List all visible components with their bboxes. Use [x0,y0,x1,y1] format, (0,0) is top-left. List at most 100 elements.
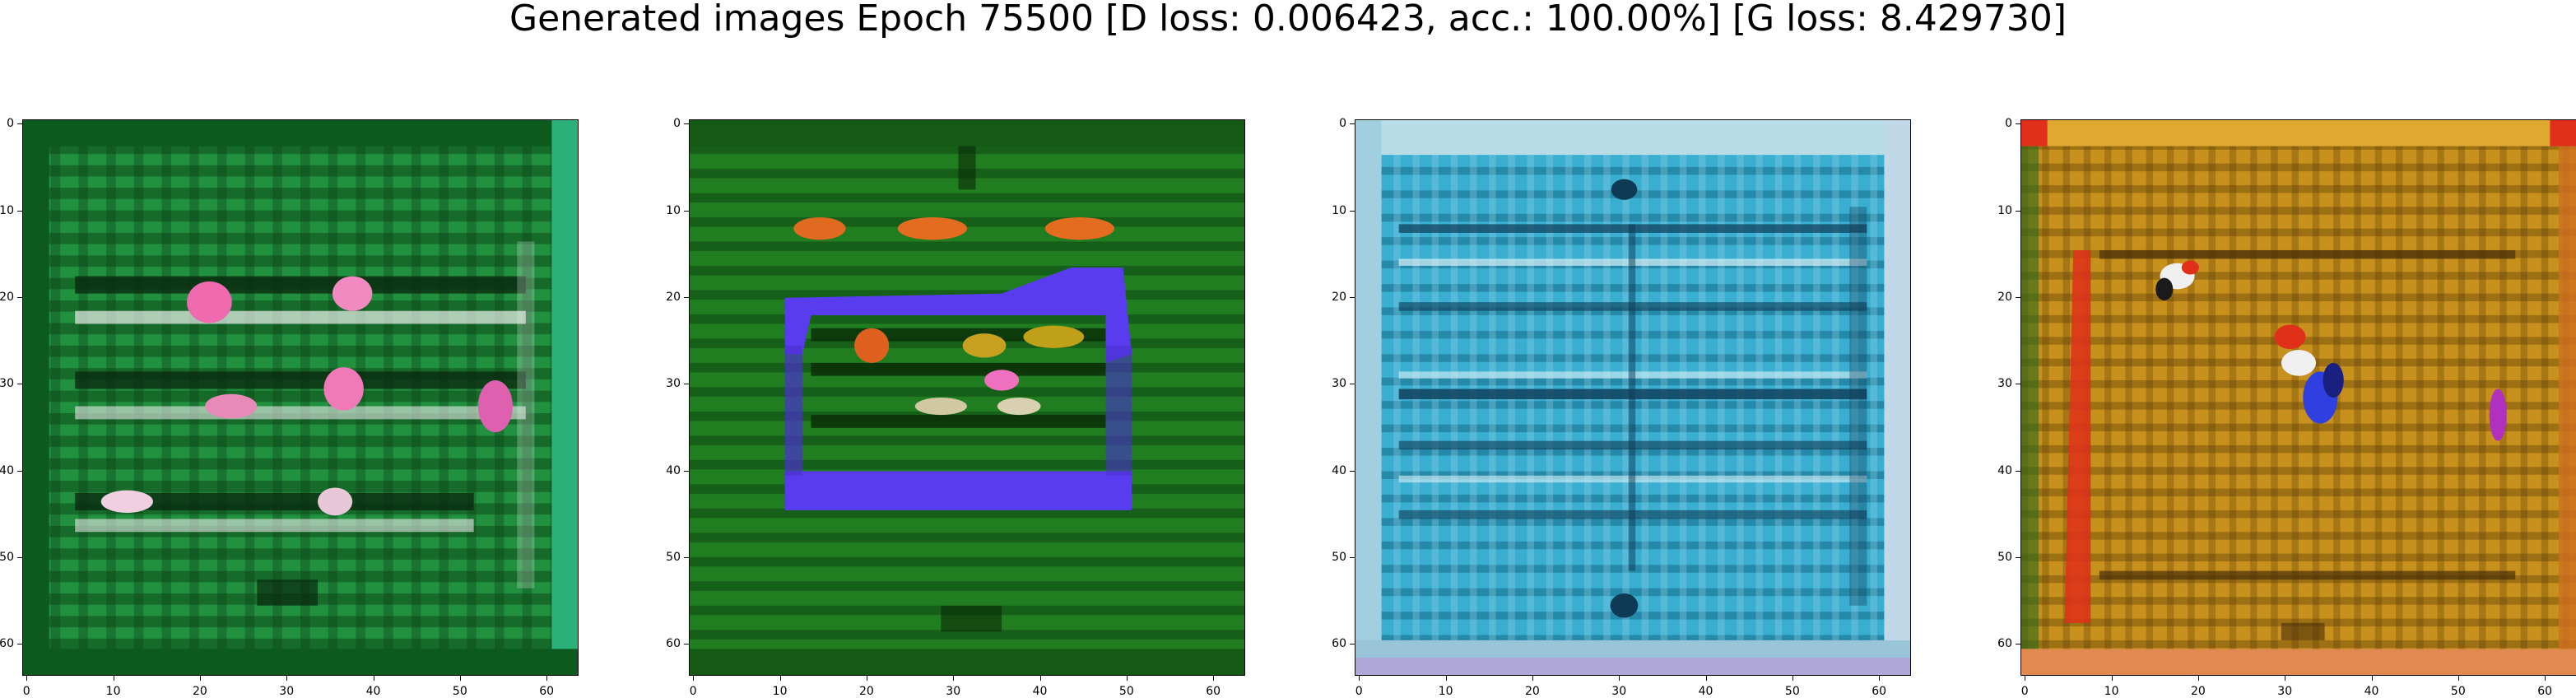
x-tick-label: 10 [772,685,788,698]
y-tick-label: 10 [1332,203,1346,217]
x-tick-label: 0 [1355,685,1363,698]
y-tick-mark [684,123,689,125]
x-tick-mark [286,676,288,681]
x-tick-label: 10 [2104,685,2119,698]
y-tick-mark [17,210,22,212]
y-tick-label: 40 [666,463,681,477]
y-tick-label: 50 [666,550,681,564]
x-tick-mark [1445,676,1447,681]
y-tick-label: 60 [0,637,14,651]
y-tick-label: 30 [666,377,681,391]
x-tick-label: 20 [858,685,874,698]
x-tick-mark [2111,676,2113,681]
y-tick-mark [2016,123,2020,125]
generated-image-3 [1355,119,1911,676]
x-tick-label: 20 [1524,685,1540,698]
y-tick-mark [684,296,689,298]
image-panel-1: 0 10 20 30 40 50 60 0 10 20 30 40 50 60 [0,118,579,697]
y-tick-label: 0 [2005,117,2012,131]
x-tick-mark [2197,676,2199,681]
x-tick-mark [1039,676,1041,681]
y-tick-mark [2016,556,2020,558]
x-tick-mark [199,676,201,681]
y-tick-label: 0 [1339,117,1346,131]
x-tick-mark [1126,676,1128,681]
x-tick-label: 60 [2537,685,2553,698]
y-tick-label: 40 [1332,463,1346,477]
y-tick-label: 30 [0,377,14,391]
y-tick-mark [1350,210,1355,212]
x-tick-label: 40 [1032,685,1048,698]
y-tick-label: 20 [0,290,14,304]
x-tick-mark [1532,676,1533,681]
x-tick-mark [546,676,548,681]
x-tick-mark [1705,676,1707,681]
x-tick-mark [693,676,695,681]
x-tick-label: 20 [192,685,207,698]
x-tick-label: 60 [1872,685,1887,698]
y-tick-label: 0 [7,117,14,131]
x-tick-mark [1879,676,1881,681]
y-tick-label: 30 [1332,377,1346,391]
generated-image-1 [22,119,579,676]
image-panel-4: 0 10 20 30 40 50 60 0 10 20 30 40 50 60 [1997,118,2576,697]
x-tick-label: 20 [2190,685,2206,698]
x-tick-label: 50 [1784,685,1800,698]
y-tick-label: 10 [666,203,681,217]
y-tick-label: 50 [1997,550,2012,564]
y-tick-label: 60 [666,637,681,651]
x-tick-label: 50 [2450,685,2466,698]
x-tick-label: 60 [1206,685,1221,698]
y-tick-label: 50 [0,550,14,564]
y-tick-mark [1350,556,1355,558]
x-tick-mark [953,676,955,681]
x-tick-label: 40 [2364,685,2379,698]
y-tick-mark [684,210,689,212]
y-tick-label: 30 [1997,377,2012,391]
image-panel-3: 0 10 20 30 40 50 60 0 10 20 30 40 50 60 [1332,118,1911,697]
image-panel-2: 0 10 20 30 40 50 60 0 10 20 30 40 50 60 [666,118,1245,697]
x-tick-mark [2371,676,2373,681]
y-tick-mark [2016,470,2020,472]
x-tick-label: 30 [2277,685,2293,698]
y-tick-mark [17,470,22,472]
y-tick-mark [1350,123,1355,125]
x-tick-label: 10 [105,685,121,698]
x-tick-mark [26,676,28,681]
generated-image-2 [689,119,1245,676]
y-tick-label: 10 [0,203,14,217]
y-tick-label: 20 [1997,290,2012,304]
y-tick-label: 60 [1332,637,1346,651]
x-tick-label: 30 [1611,685,1627,698]
y-tick-label: 50 [1332,550,1346,564]
generated-image-4 [2020,119,2576,676]
x-tick-label: 10 [1438,685,1453,698]
y-tick-mark [2016,296,2020,298]
y-tick-mark [2016,210,2020,212]
y-tick-mark [684,556,689,558]
y-tick-label: 20 [666,290,681,304]
x-tick-mark [1213,676,1215,681]
x-tick-label: 0 [2020,685,2029,698]
x-tick-mark [459,676,461,681]
x-tick-mark [1619,676,1620,681]
x-tick-label: 40 [365,685,381,698]
x-tick-mark [779,676,781,681]
x-tick-label: 60 [539,685,555,698]
y-tick-label: 20 [1332,290,1346,304]
y-tick-mark [1350,296,1355,298]
y-tick-mark [17,296,22,298]
y-tick-mark [17,556,22,558]
y-tick-label: 40 [0,463,14,477]
y-tick-mark [17,123,22,125]
x-tick-label: 50 [452,685,467,698]
figure-title: Generated images Epoch 75500 [D loss: 0.… [509,0,2067,40]
x-tick-label: 30 [946,685,961,698]
x-tick-label: 0 [689,685,697,698]
y-tick-label: 40 [1997,463,2012,477]
x-tick-label: 0 [22,685,30,698]
x-tick-mark [2457,676,2459,681]
y-tick-label: 60 [1997,637,2012,651]
x-tick-label: 40 [1698,685,1713,698]
x-tick-mark [1359,676,1360,681]
